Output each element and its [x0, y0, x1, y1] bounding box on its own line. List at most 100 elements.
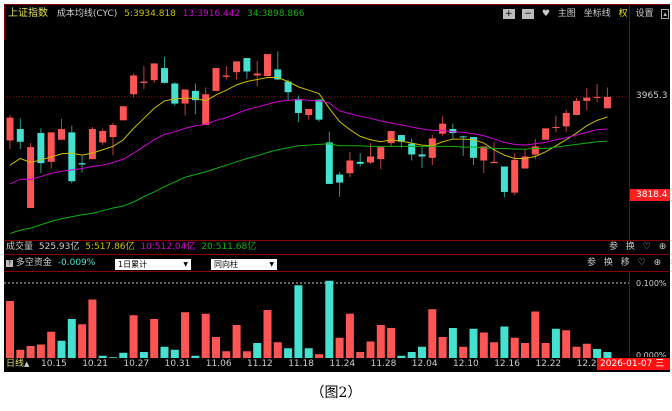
candle-body	[109, 125, 117, 138]
candle-body	[88, 129, 96, 160]
candle-body	[542, 128, 550, 140]
fund-row: ? 多空资金 -0.009%	[6, 257, 95, 269]
fund-label[interactable]: 多空资金	[15, 258, 52, 268]
candle-body	[294, 98, 302, 113]
period-label[interactable]: 日线▲	[6, 358, 29, 370]
close-icon[interactable]: ✕	[669, 258, 672, 268]
fund-bar	[500, 326, 509, 358]
date-tick-label: 12.04	[411, 359, 438, 369]
candle-body	[511, 159, 519, 193]
fund-bar	[397, 355, 406, 358]
zoom-out-button[interactable]: −	[522, 9, 534, 19]
rights-button[interactable]: 权	[618, 9, 628, 19]
fund-bar	[57, 340, 66, 358]
candle-body	[346, 160, 354, 174]
fund-bar	[407, 352, 416, 358]
triangle-up-icon: ▲	[24, 360, 30, 368]
candle-body	[161, 68, 168, 83]
fund-bar	[325, 280, 334, 358]
chevron-down-icon: ▼	[269, 261, 274, 268]
fund-bar	[418, 346, 426, 358]
fund-toolbar: 参 换 移 ♡ ⊕ ✕	[582, 257, 672, 269]
axis-divider	[629, 4, 630, 240]
crosshair-button[interactable]: 坐标线	[583, 9, 611, 19]
zoom-icon[interactable]: ⊕	[653, 258, 662, 268]
candle-body	[583, 97, 591, 101]
candle-body	[233, 61, 241, 73]
fund-axis-top: 0.100%	[636, 279, 667, 288]
candle-body	[480, 146, 488, 161]
period-select-value: 1日累计	[118, 260, 148, 269]
fund-bar	[356, 352, 365, 358]
fund-bar	[212, 337, 220, 358]
fund-bar	[119, 352, 128, 358]
main-chart-button[interactable]: 主图	[557, 9, 576, 19]
heart-icon[interactable]: ♡	[637, 258, 646, 268]
left-border	[4, 4, 5, 40]
fund-bar	[551, 328, 560, 358]
fund-bar	[201, 313, 210, 358]
fund-bar	[284, 348, 293, 358]
candle-body	[418, 154, 426, 157]
fund-bar	[232, 325, 241, 358]
switch-button[interactable]: 换	[603, 258, 613, 268]
current-date-text: 2026-01-07	[600, 359, 653, 369]
candle-body	[377, 147, 385, 160]
fund-bar	[67, 319, 76, 358]
fund-bar-chart[interactable]	[4, 272, 630, 358]
settings-button[interactable]: 设置	[635, 9, 654, 19]
index-name[interactable]: 上证指数	[8, 8, 48, 19]
candle-body	[191, 90, 199, 101]
price-label-current: 3818.4	[630, 189, 670, 201]
fund-bar	[36, 344, 45, 358]
heart-icon[interactable]: ♥	[541, 9, 550, 19]
fund-bar	[78, 324, 87, 358]
candle-body	[387, 131, 395, 144]
fund-bar	[448, 328, 457, 358]
switch-button[interactable]: 换	[625, 242, 635, 252]
fund-bar	[345, 313, 354, 358]
candle-body	[428, 138, 436, 158]
date-tick-label: 12.22	[535, 359, 562, 369]
expand-icon[interactable]: ▴	[661, 9, 669, 19]
move-button[interactable]: 移	[620, 258, 630, 268]
candle-body	[490, 161, 498, 164]
bar-mode-select-value: 同向柱	[214, 260, 238, 269]
chevron-down-icon: ▼	[183, 261, 188, 268]
help-icon[interactable]: ?	[6, 260, 13, 267]
volume-label[interactable]: 成交量	[6, 242, 34, 252]
volume-row: 成交量 525.93亿 5:517.86亿 10:512.04亿 20:511.…	[6, 241, 256, 253]
zoom-icon[interactable]: ⊕	[658, 242, 667, 252]
date-tick-label: 11.06	[205, 359, 232, 369]
fund-axis-bottom: 0.000%	[636, 351, 667, 357]
candlestick-chart[interactable]	[4, 22, 670, 242]
candle-body	[264, 54, 271, 77]
heart-icon[interactable]: ♡	[642, 242, 651, 252]
divider	[4, 240, 670, 241]
bar-mode-select[interactable]: 同向柱 ▼	[211, 259, 277, 270]
candle-body	[397, 135, 405, 142]
candle-body	[243, 58, 251, 72]
fund-bar	[541, 343, 550, 358]
axis-divider	[629, 271, 630, 357]
candle-body	[315, 99, 323, 120]
candle-body	[408, 143, 416, 155]
candle-body	[6, 117, 14, 141]
params-button[interactable]: 参	[587, 258, 597, 268]
fund-value: -0.009%	[57, 258, 96, 268]
fund-bar	[387, 328, 396, 358]
candle-body	[68, 132, 76, 182]
fund-bar	[160, 346, 169, 358]
current-date: 2026-01-07 三	[597, 358, 670, 370]
params-button[interactable]: 参	[609, 242, 619, 252]
fund-bar	[181, 312, 190, 358]
indicator-name[interactable]: 成本均线(CYC)	[56, 9, 118, 19]
candle-body	[253, 73, 261, 76]
zoom-in-button[interactable]: +	[503, 9, 515, 19]
fund-bar	[150, 319, 159, 358]
candle-body	[305, 108, 313, 115]
period-select[interactable]: 1日累计 ▼	[115, 259, 191, 270]
candle-body	[212, 68, 220, 91]
candle-body	[284, 81, 292, 93]
fund-bar	[88, 299, 97, 358]
